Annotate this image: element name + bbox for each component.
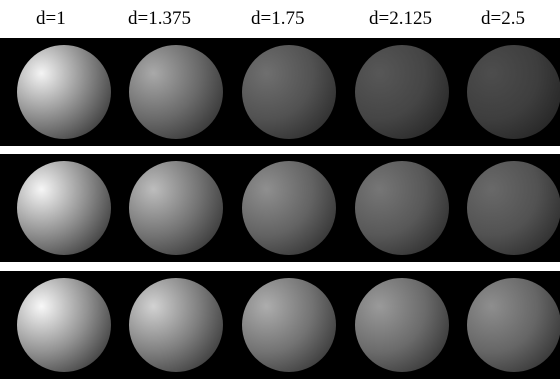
column-labels: d=1 d=1.375 d=1.75 d=2.125 d=2.5 [0, 0, 560, 38]
sphere [355, 278, 449, 372]
sphere [129, 278, 223, 372]
sphere [129, 161, 223, 255]
column-label-3: d=1.75 [251, 8, 305, 29]
sphere [17, 161, 111, 255]
column-label-5: d=2.5 [481, 8, 525, 29]
sphere [242, 278, 336, 372]
sphere [355, 45, 449, 139]
sphere [242, 161, 336, 255]
column-label-1: d=1 [36, 8, 66, 29]
sphere-row-3 [0, 271, 560, 379]
column-label-2: d=1.375 [128, 8, 191, 29]
sphere [17, 45, 111, 139]
sphere [17, 278, 111, 372]
sphere [355, 161, 449, 255]
sphere-row-1 [0, 38, 560, 146]
sphere [467, 45, 560, 139]
sphere [467, 278, 560, 372]
sphere [129, 45, 223, 139]
sphere [467, 161, 560, 255]
sphere [242, 45, 336, 139]
column-label-4: d=2.125 [369, 8, 432, 29]
sphere-row-2 [0, 154, 560, 262]
